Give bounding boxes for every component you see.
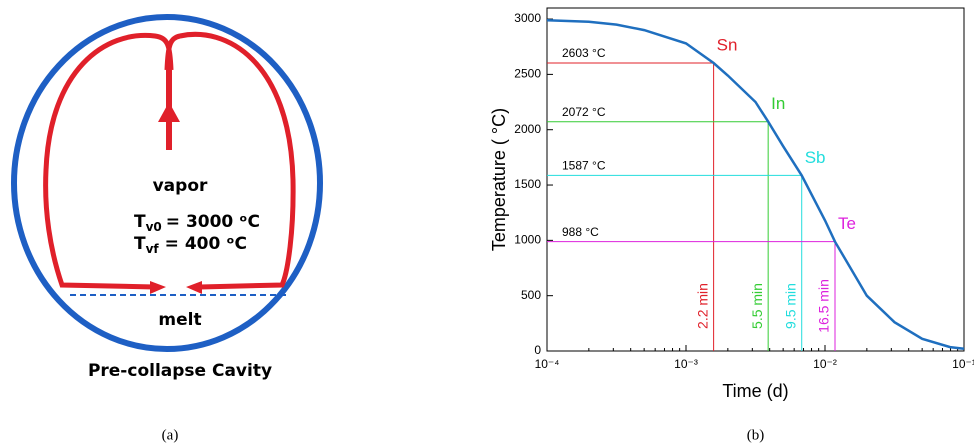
- t0-label: Tv0 = 3000 ᵒC: [134, 212, 260, 234]
- melt-label: melt: [158, 310, 201, 330]
- y-tick-label: 3000: [514, 11, 541, 25]
- symbol: T: [134, 212, 146, 232]
- element-label: Sn: [717, 35, 738, 54]
- vapor-label: vapor: [153, 176, 208, 196]
- y-tick-label: 500: [521, 288, 541, 302]
- temperature-label: 2072 °C: [562, 105, 606, 119]
- panel-label: (a): [162, 427, 179, 443]
- time-label: 2.2 min: [694, 283, 710, 329]
- value: = 400 ᵒC: [165, 234, 247, 254]
- y-tick-label: 1500: [514, 177, 541, 191]
- y-tick-label: 0: [534, 343, 541, 357]
- diagram: vapor Tv0 = 3000 ᵒC Tvf = 400 ᵒC melt Pre-…: [14, 17, 320, 443]
- figure: vapor Tv0 = 3000 ᵒC Tvf = 400 ᵒC melt Pre-…: [0, 0, 974, 446]
- y-axis-label: Temperature ( °C): [489, 108, 509, 251]
- arrow-head: [186, 281, 202, 294]
- value: = 3000 ᵒC: [166, 212, 260, 232]
- time-label: 5.5 min: [749, 283, 765, 329]
- caption: Pre-collapse Cavity: [88, 361, 272, 381]
- temperature-label: 988 °C: [562, 225, 599, 239]
- element-label: In: [771, 94, 785, 113]
- y-tick-label: 2500: [514, 67, 541, 81]
- symbol: T: [134, 234, 146, 254]
- x-tick-label: 10⁻⁴: [535, 357, 560, 371]
- y-tick-label: 1000: [514, 233, 541, 247]
- arrow-head: [158, 102, 180, 122]
- subscript: vf: [146, 242, 160, 256]
- element-label: Sb: [805, 148, 826, 167]
- time-label: 9.5 min: [782, 283, 798, 329]
- panel-label: (b): [747, 427, 765, 443]
- element-label: Te: [838, 214, 856, 233]
- arrow-head: [150, 281, 166, 294]
- x-tick-label: 10⁻¹: [952, 357, 974, 371]
- x-axis-label: Time (d): [722, 381, 788, 401]
- subscript: v0: [146, 220, 162, 234]
- tf-label: Tvf = 400 ᵒC: [134, 234, 247, 256]
- temperature-label: 1587 °C: [562, 159, 606, 173]
- time-label: 16.5 min: [816, 279, 832, 333]
- temperature-label: 2603 °C: [562, 46, 606, 60]
- y-tick-label: 2000: [514, 122, 541, 136]
- x-tick-label: 10⁻²: [813, 357, 837, 371]
- x-tick-label: 10⁻³: [674, 357, 698, 371]
